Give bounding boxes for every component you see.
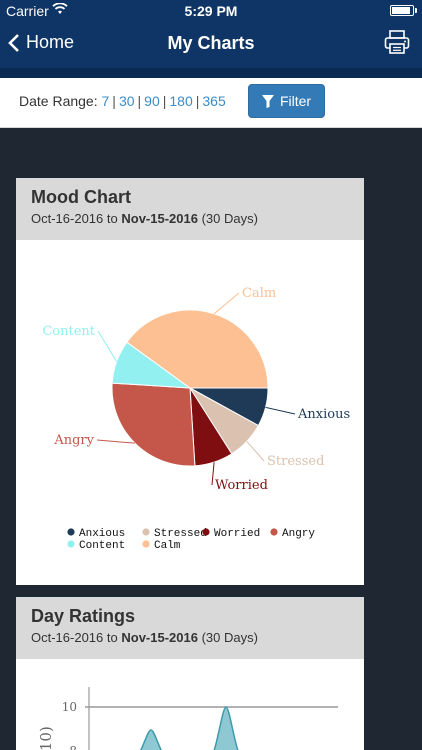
clock: 5:29 PM (184, 3, 238, 19)
pie-leader-calm (213, 292, 240, 315)
mood-chart-date-range: Oct-16-2016 to Nov-15-2016 (30 Days) (31, 211, 349, 226)
rating-peak-2 (213, 706, 239, 750)
back-label: Home (26, 32, 75, 52)
pie-label-calm: Calm (242, 286, 276, 301)
ratings-start-date: Oct-16-2016 (31, 630, 104, 645)
filter-button[interactable]: Filter (248, 84, 325, 118)
pie-label-stressed: Stressed (267, 454, 324, 469)
battery-icon (390, 5, 417, 16)
day-ratings-date-range: Oct-16-2016 to Nov-15-2016 (30 Days) (31, 630, 349, 645)
wifi-icon (52, 3, 68, 14)
mood-pie-chart: Anxious Stressed Worried Angry Content Calm An… (42, 286, 350, 552)
mood-start-date: Oct-16-2016 (31, 211, 104, 226)
range-180-link[interactable]: 180 (169, 93, 193, 109)
pie-slice-calm (126, 309, 269, 389)
pie-leader-worried (211, 462, 215, 486)
date-range-label: Date Range: (19, 93, 98, 109)
ratings-days-count: (30 Days) (201, 630, 258, 645)
y-tick-8: 8 (69, 744, 77, 750)
ratings-end-date: Nov-15-2016 (121, 630, 198, 645)
day-ratings-title: Day Ratings (31, 606, 136, 626)
legend-label-angry: Angry (282, 528, 315, 540)
chevron-left-icon (8, 33, 19, 52)
pie-leader-content (97, 330, 118, 362)
range-90-link[interactable]: 90 (144, 93, 160, 109)
navigation-bar: Carrier 5:29 PM Home My Charts (0, 0, 422, 78)
y-tick-10: 10 (62, 700, 77, 714)
page-title: My Charts (167, 33, 255, 53)
legend-swatch-content (67, 540, 75, 548)
day-ratings-card: Day Ratings Oct-16-2016 to Nov-15-2016 (… (16, 597, 364, 750)
range-7-link[interactable]: 7 (101, 93, 110, 109)
legend-swatch-angry (270, 528, 278, 536)
back-button[interactable]: Home (8, 32, 74, 53)
day-ratings-chart: 10 8 (10) (37, 687, 338, 750)
legend-swatch-stressed (142, 528, 150, 536)
mood-chart-title: Mood Chart (31, 187, 131, 207)
carrier-label: Carrier (6, 3, 49, 19)
legend-swatch-worried (202, 528, 210, 536)
pie-leader-angry (96, 439, 135, 444)
legend-label-stressed: Stressed (154, 528, 207, 540)
print-icon[interactable] (384, 30, 410, 54)
pie-leader-stressed (246, 441, 265, 462)
rating-peak-1 (140, 729, 162, 750)
funnel-icon (261, 94, 274, 108)
range-30-link[interactable]: 30 (118, 93, 135, 109)
mood-chart-card: Mood Chart Oct-16-2016 to Nov-15-2016 (3… (16, 178, 364, 585)
mood-to-label: to (106, 211, 118, 226)
mood-days-count: (30 Days) (201, 211, 258, 226)
legend-label-calm: Calm (154, 540, 181, 552)
status-bar: Carrier 5:29 PM (0, 0, 422, 22)
pie-label-content: Content (42, 324, 95, 339)
pie-label-angry: Angry (53, 433, 94, 448)
y-axis-label: (10) (37, 726, 55, 750)
pie-slice-angry (111, 382, 196, 467)
date-range-bar: Date Range: 7 | 30 | 90 | 180 | 365 Filter (0, 78, 422, 128)
pie-leader-anxious (265, 406, 296, 415)
pie-label-anxious: Anxious (297, 407, 350, 422)
pie-label-worried: Worried (215, 478, 268, 493)
range-365-link[interactable]: 365 (202, 93, 226, 109)
legend-label-anxious: Anxious (79, 528, 125, 540)
mood-end-date: Nov-15-2016 (121, 211, 198, 226)
filter-label: Filter (279, 93, 312, 109)
legend-label-content: Content (79, 540, 125, 552)
ratings-to-label: to (106, 630, 118, 645)
legend-label-worried: Worried (214, 528, 260, 540)
legend-swatch-anxious (67, 528, 75, 536)
legend-swatch-calm (142, 540, 150, 548)
